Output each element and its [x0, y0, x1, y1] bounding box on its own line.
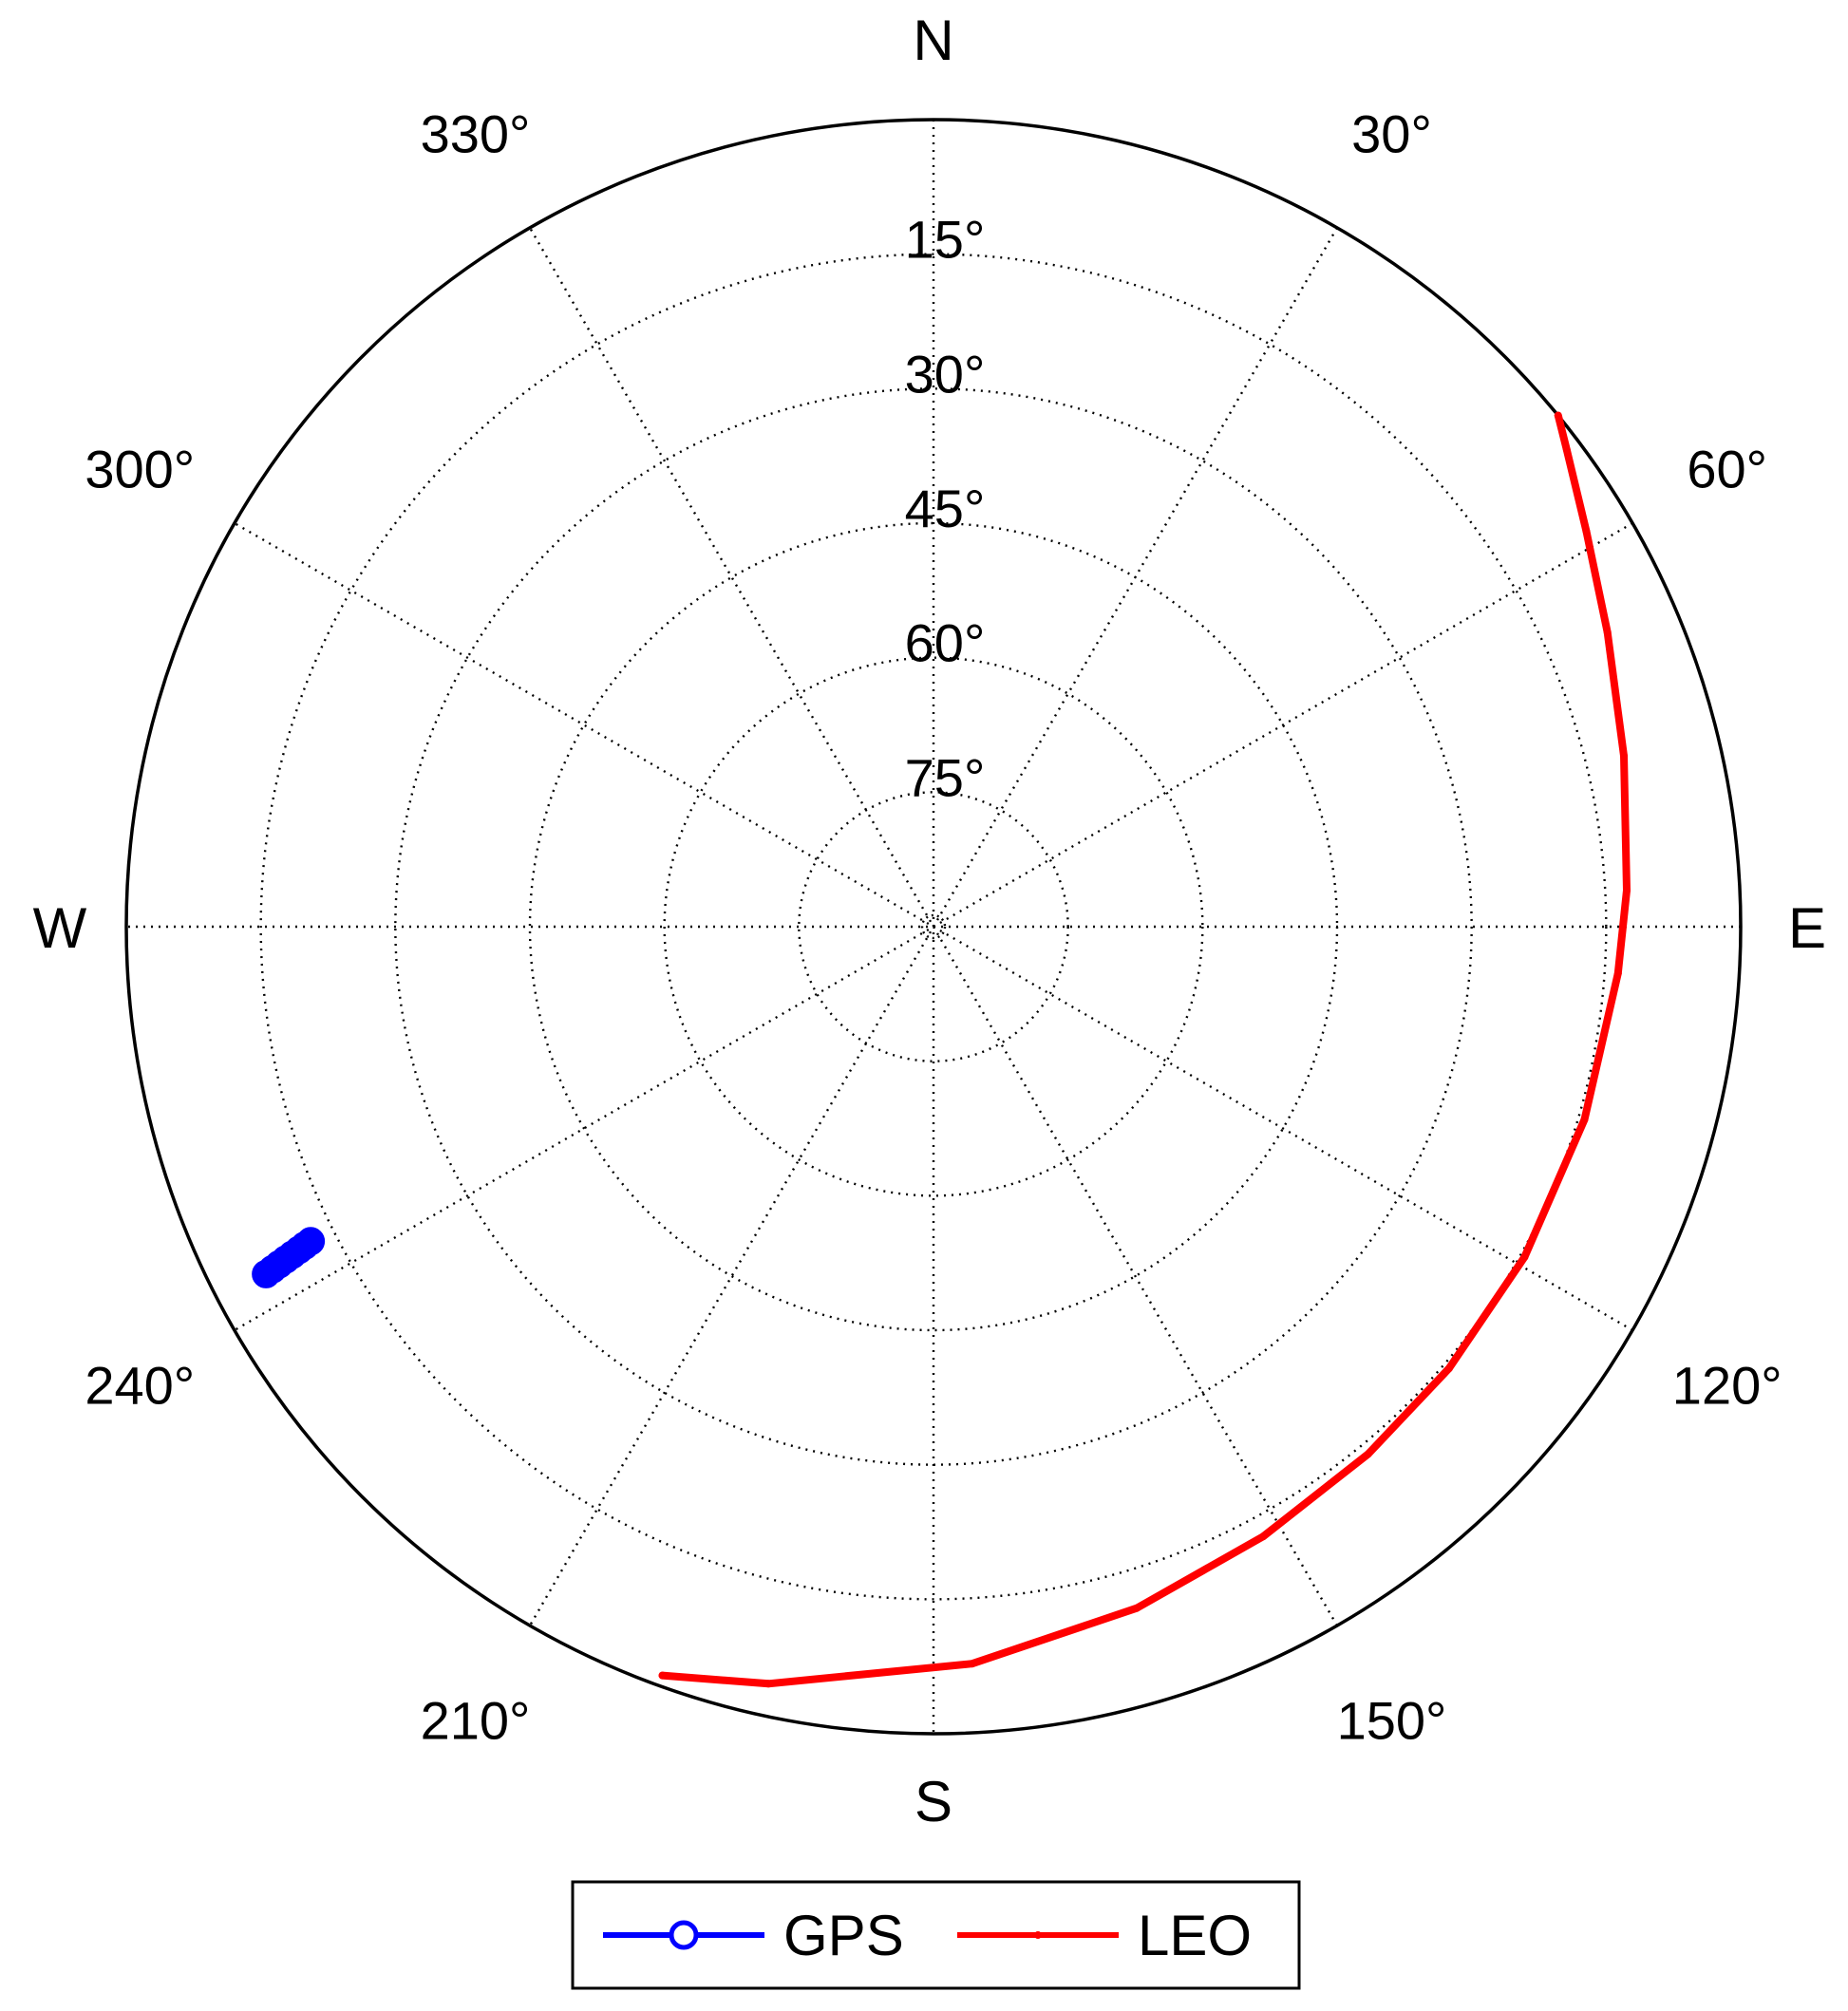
elevation-tick-label: 60° — [905, 613, 986, 673]
legend-marker-gps — [669, 1920, 699, 1950]
series-point-leo — [1562, 445, 1571, 454]
legend-label-leo: LEO — [1138, 1904, 1252, 1967]
azimuth-gridline — [528, 227, 1339, 1626]
series-line-leo — [658, 411, 1631, 1688]
series-point-leo — [968, 1660, 976, 1668]
elevation-ring — [528, 521, 1339, 1332]
elevation-ring — [394, 387, 1473, 1466]
azimuth-tick-label: 210° — [421, 1691, 531, 1751]
elevation-tick-label: 75° — [905, 747, 986, 807]
elevation-tick-label: 15° — [905, 210, 986, 270]
zenith-marker — [920, 913, 947, 940]
azimuth-tick-label: 240° — [85, 1356, 195, 1416]
axis-labels: 15° 30° 45° 60° 75° 30° 60° 120° 150° 210° 240° 300… — [33, 9, 1826, 1833]
direction-label-s: S — [915, 1770, 952, 1833]
elevation-tick-label: 30° — [905, 344, 986, 404]
azimuth-tick-label: 150° — [1337, 1691, 1447, 1751]
elevation-ring — [259, 253, 1608, 1601]
azimuth-tick-label: 120° — [1672, 1356, 1782, 1416]
azimuth-tick-label: 30° — [1351, 103, 1432, 163]
elevation-tick-label: 45° — [905, 479, 986, 538]
series-point-leo — [1582, 527, 1591, 536]
series-point-leo — [1520, 1252, 1529, 1261]
elevation-ring — [663, 656, 1204, 1197]
elevation-ring — [798, 791, 1069, 1062]
series-point-leo — [1603, 628, 1612, 636]
azimuth-gridline — [528, 227, 1339, 1626]
data-series — [252, 411, 1631, 1688]
series-point-leo — [1259, 1532, 1268, 1541]
series-point-leo — [1580, 1116, 1589, 1124]
legend-marker-leo — [1034, 1931, 1042, 1939]
series-point-leo — [1554, 411, 1562, 420]
azimuth-tick-label: 300° — [85, 440, 195, 499]
series-point-leo — [1620, 752, 1629, 761]
series-point-leo — [658, 1671, 667, 1680]
legend: GPS LEO — [571, 1880, 1301, 1990]
series-point-gps — [296, 1227, 326, 1256]
series-point-leo — [1132, 1604, 1141, 1612]
series-point-leo — [1613, 969, 1622, 978]
series-point-leo — [1622, 886, 1631, 894]
series-point-leo — [764, 1680, 773, 1688]
series-point-leo — [1364, 1450, 1372, 1458]
direction-label-w: W — [33, 896, 87, 960]
azimuth-tick-label: 330° — [421, 103, 531, 163]
series-point-leo — [1444, 1364, 1453, 1373]
horizon-circle — [124, 118, 1743, 1736]
direction-label-e: E — [1788, 896, 1826, 960]
azimuth-tick-label: 60° — [1687, 440, 1767, 499]
legend-label-gps: GPS — [783, 1904, 904, 1967]
direction-label-n: N — [913, 9, 953, 72]
azimuth-gridline — [234, 521, 1633, 1332]
azimuth-gridline — [234, 521, 1633, 1332]
polar-grid — [124, 118, 1743, 1736]
